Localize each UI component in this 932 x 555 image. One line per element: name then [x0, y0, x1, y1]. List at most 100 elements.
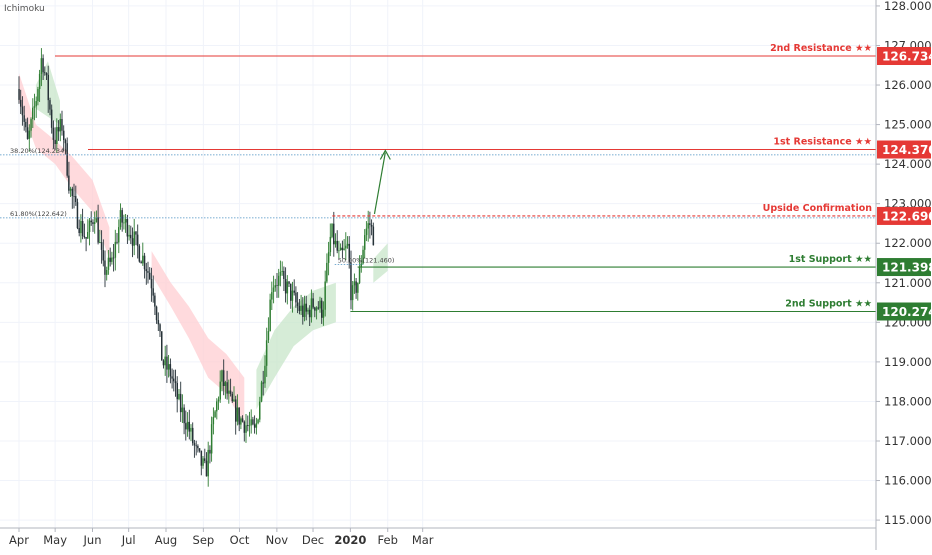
candle-down	[154, 295, 156, 307]
candle-up	[123, 222, 125, 224]
candle-up	[219, 381, 221, 400]
candle-down	[26, 127, 29, 139]
candle-down	[150, 279, 153, 289]
price-badge	[877, 206, 931, 225]
candle-down	[312, 298, 314, 308]
candle-down	[147, 271, 149, 273]
x-tick-label: 2020	[334, 533, 366, 547]
candle-up	[322, 309, 325, 318]
candle-down	[185, 423, 187, 430]
candle-up	[250, 419, 252, 426]
candle-down	[52, 127, 55, 140]
x-tick-label: Jul	[121, 533, 136, 547]
candle-down	[83, 236, 86, 238]
candle-down	[155, 306, 158, 321]
candle-up	[272, 287, 275, 292]
candle-up	[69, 188, 72, 191]
candle-down	[183, 407, 185, 424]
candle-up	[245, 425, 247, 433]
candle-down	[321, 300, 323, 318]
candle-down	[204, 458, 206, 461]
level-name: 2nd Resistance ★★	[770, 43, 872, 54]
price-badge	[877, 47, 931, 66]
candle-up	[214, 411, 216, 418]
candle-down	[308, 309, 311, 318]
candle-down	[143, 255, 146, 270]
candle-down	[50, 109, 53, 128]
candle-up	[38, 73, 41, 89]
candle-down	[18, 89, 20, 100]
candle-down	[140, 261, 142, 264]
candle-down	[66, 143, 68, 176]
candle-up	[259, 401, 261, 420]
candle-up	[128, 234, 130, 237]
candle-down	[298, 306, 301, 311]
candle-up	[186, 421, 189, 430]
candle-down	[166, 356, 168, 370]
candle-up	[212, 417, 215, 425]
candle-up	[286, 281, 289, 294]
candle-up	[142, 255, 144, 264]
candle-up	[265, 340, 268, 366]
candle-down	[252, 419, 254, 425]
candle-up	[260, 382, 263, 402]
candle-down	[131, 238, 134, 246]
level-name: Upside Confirmation	[763, 203, 873, 214]
candle-up	[331, 223, 333, 237]
candle-down	[75, 196, 77, 202]
candle-up	[303, 303, 306, 317]
candle-up	[28, 130, 31, 139]
candle-up	[224, 382, 227, 386]
candle-down	[49, 100, 51, 110]
price-badge-label: 126.734	[882, 50, 932, 64]
candle-down	[284, 279, 287, 294]
x-tick-label: Mar	[412, 533, 434, 547]
candle-up	[164, 356, 166, 366]
candle-up	[255, 423, 258, 428]
candle-down	[372, 226, 375, 246]
candle-down	[195, 445, 197, 447]
candle-down	[370, 225, 373, 227]
candle-down	[209, 449, 211, 454]
candle-down	[348, 243, 350, 263]
candle-up	[329, 236, 332, 253]
candle-up	[99, 242, 101, 243]
candle-up	[216, 401, 218, 412]
candle-up	[307, 309, 309, 312]
candle-up	[353, 281, 356, 286]
candle-up	[271, 292, 273, 300]
x-tick-label: Nov	[266, 533, 289, 547]
projection-arrow-head	[379, 149, 391, 160]
candle-down	[159, 324, 161, 332]
cloud-bearish	[19, 73, 110, 260]
y-tick-label: 116.000	[884, 474, 932, 488]
x-tick-label: Dec	[302, 533, 324, 547]
level-name: 1st Support ★★	[789, 254, 872, 265]
candle-up	[324, 281, 326, 310]
candle-up	[240, 418, 242, 425]
candle-down	[157, 320, 160, 325]
candle-down	[149, 272, 151, 279]
y-tick-label: 124.000	[884, 157, 932, 171]
candle-down	[121, 210, 123, 223]
candle-up	[106, 270, 108, 275]
candle-up	[93, 222, 96, 224]
candle-down	[169, 364, 172, 377]
candle-up	[107, 257, 110, 270]
x-tick-label: Jun	[83, 533, 102, 547]
candle-down	[238, 407, 240, 425]
candle-down	[317, 307, 319, 309]
candle-up	[40, 58, 43, 74]
y-tick-label: 128.000	[884, 0, 932, 13]
y-tick-label: 122.000	[884, 236, 932, 250]
candle-up	[345, 245, 347, 249]
candle-down	[290, 283, 292, 301]
candle-up	[59, 119, 61, 132]
candle-up	[319, 300, 321, 309]
candle-down	[205, 460, 208, 477]
candle-up	[326, 262, 328, 282]
candle-down	[171, 376, 173, 379]
candle-down	[78, 228, 80, 233]
